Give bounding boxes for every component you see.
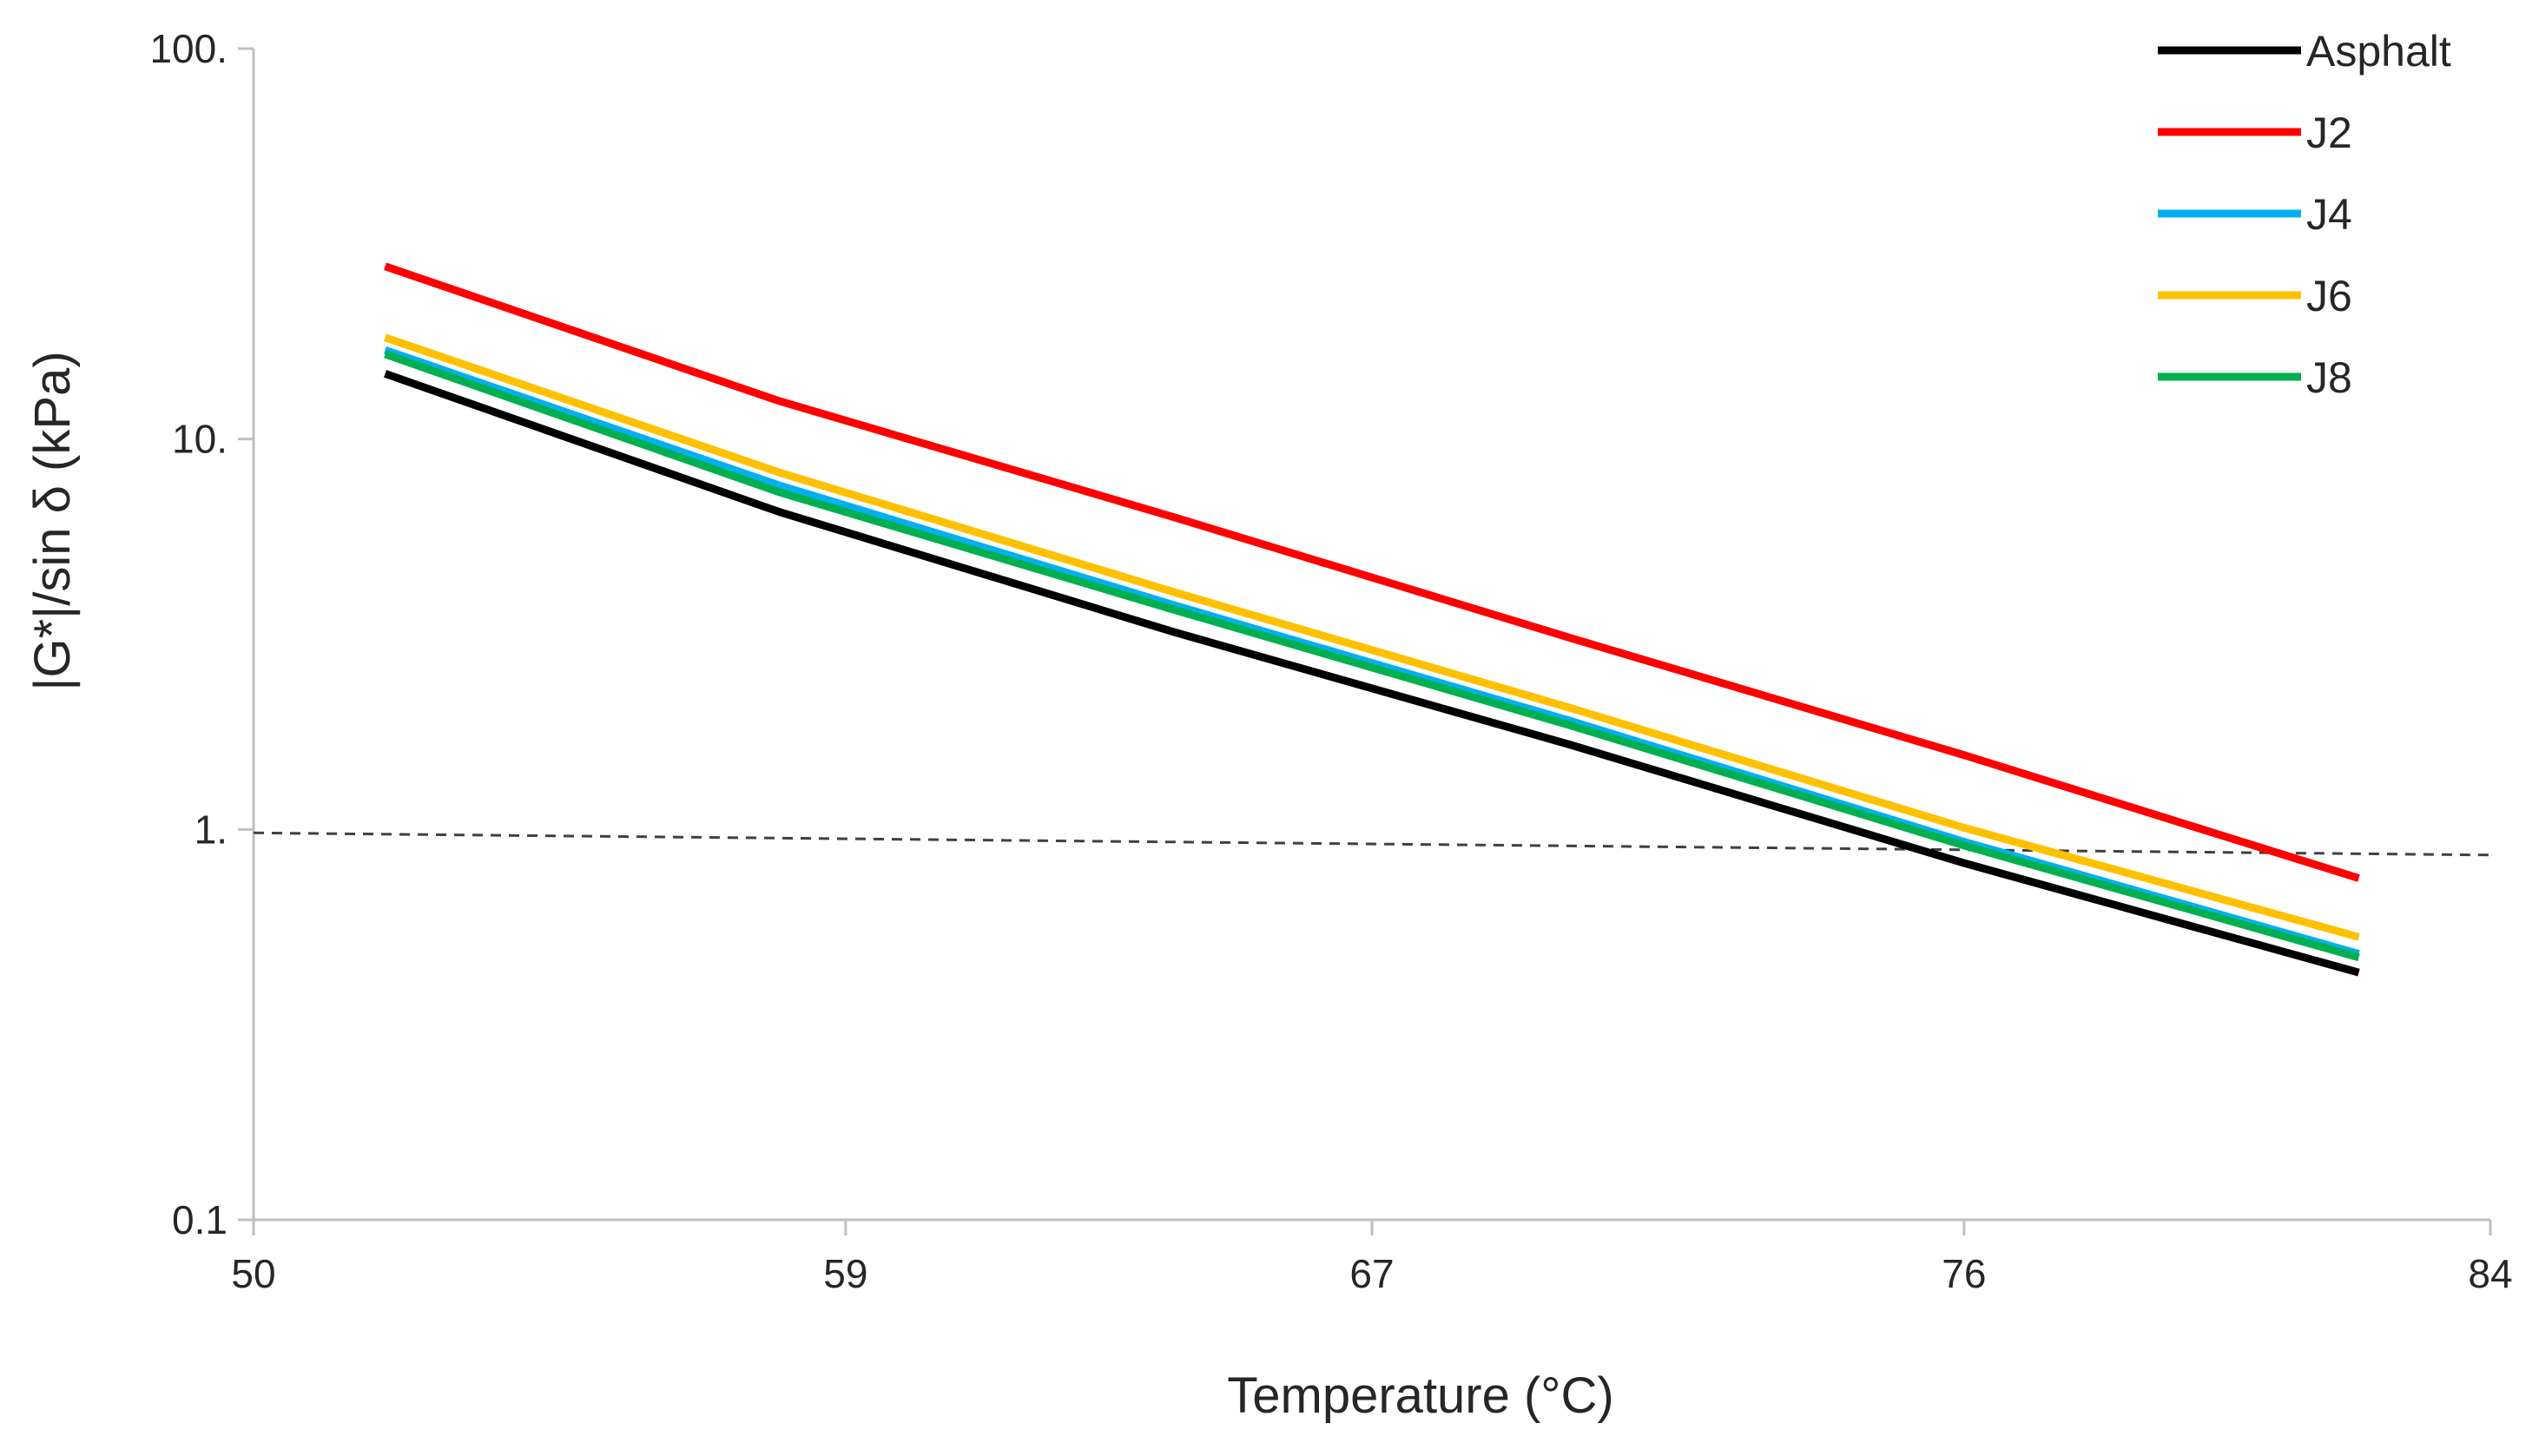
y-axis-ticks: 0.1 1. 10. 100. [149,26,254,1242]
y-tick-label: 10. [172,417,228,462]
legend-label-j4: J4 [2306,190,2352,239]
series-line-j8 [384,350,2360,962]
x-tick-label: 84 [2468,1251,2512,1296]
x-axis-ticks: 50 59 67 76 84 [231,1220,2513,1296]
series-line-j2 [384,262,2360,882]
x-tick-label: 76 [1942,1251,1986,1296]
y-axis-title: |G*|/sin δ (kPa) [24,351,81,690]
legend-label-asphalt: Asphalt [2306,27,2451,76]
series-line-j6 [384,333,2360,941]
legend: Asphalt J2 J4 J6 J8 [2158,27,2451,402]
x-tick-label: 50 [231,1251,275,1296]
x-tick-label: 67 [1349,1251,1394,1296]
x-tick-label: 59 [823,1251,867,1296]
legend-label-j2: J2 [2306,109,2352,157]
series-line-asphalt [384,370,2360,977]
y-tick-label: 0.1 [172,1197,228,1242]
x-axis-title: Temperature (°C) [1227,1367,1613,1424]
y-tick-label: 1. [195,807,228,852]
series-lines [384,262,2360,977]
legend-label-j8: J8 [2306,353,2352,402]
reference-threshold-line [253,831,2491,857]
legend-label-j6: J6 [2306,272,2352,320]
y-tick-label: 100. [149,26,228,71]
